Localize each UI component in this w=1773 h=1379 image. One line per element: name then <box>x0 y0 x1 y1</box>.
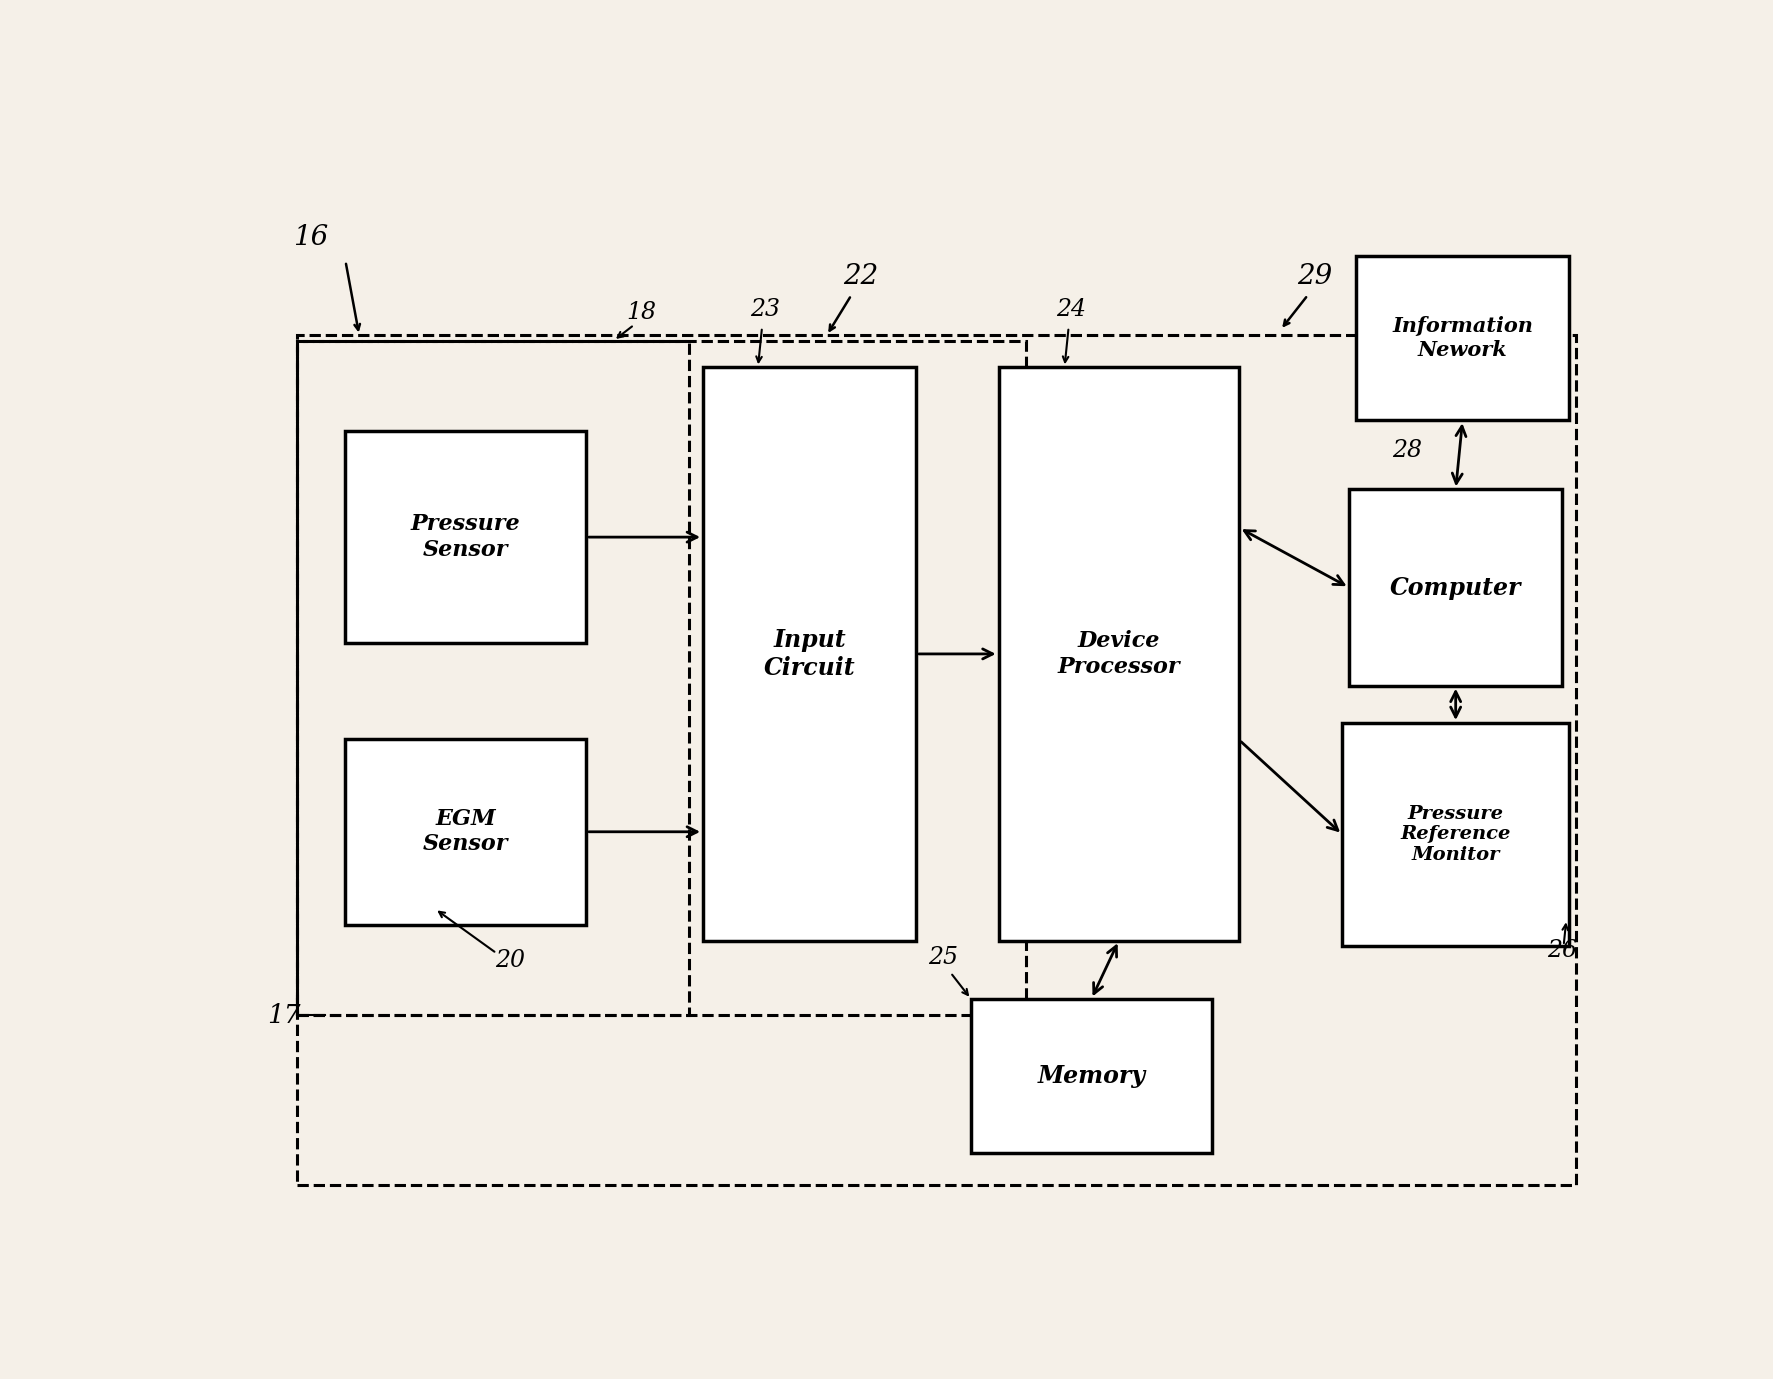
Text: 26: 26 <box>1546 939 1576 961</box>
Text: 17: 17 <box>266 1004 300 1029</box>
Text: 18: 18 <box>626 302 656 324</box>
Bar <box>298 341 688 1015</box>
Text: Device
Processor: Device Processor <box>1057 630 1179 677</box>
Text: Computer: Computer <box>1388 575 1521 600</box>
Bar <box>1349 490 1562 685</box>
Text: 24: 24 <box>1055 298 1085 321</box>
Text: 22: 22 <box>842 263 878 291</box>
Bar <box>1355 255 1569 421</box>
Bar <box>346 739 585 925</box>
Text: 16: 16 <box>293 225 328 251</box>
Text: Pressure
Sensor: Pressure Sensor <box>411 513 519 561</box>
Text: Information
Nework: Information Nework <box>1392 316 1532 360</box>
Bar <box>998 367 1238 940</box>
Text: 23: 23 <box>750 298 780 321</box>
Bar <box>1342 723 1569 946</box>
Text: 28: 28 <box>1392 440 1422 462</box>
Bar <box>702 367 915 940</box>
Text: 29: 29 <box>1296 263 1332 291</box>
Text: Memory: Memory <box>1037 1065 1145 1088</box>
Bar <box>346 432 585 643</box>
Text: 25: 25 <box>927 946 957 969</box>
Text: EGM
Sensor: EGM Sensor <box>422 808 509 855</box>
Text: 20: 20 <box>495 949 525 972</box>
Text: Pressure
Reference
Monitor: Pressure Reference Monitor <box>1399 804 1511 865</box>
Text: Input
Circuit: Input Circuit <box>762 627 855 680</box>
Bar <box>970 998 1211 1153</box>
Bar <box>298 341 1025 1015</box>
Bar <box>298 335 1574 1185</box>
